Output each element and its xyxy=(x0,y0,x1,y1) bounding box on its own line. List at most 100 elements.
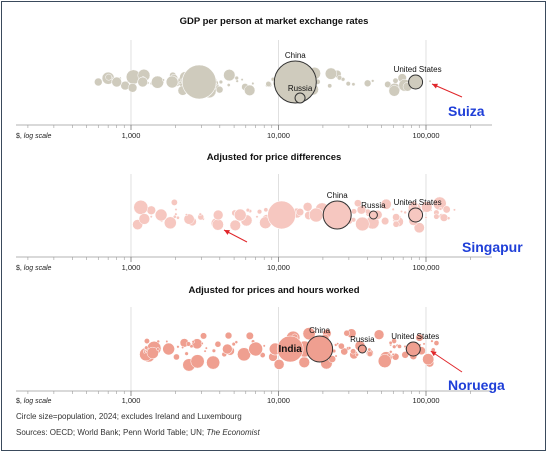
country-bubble xyxy=(355,352,359,357)
country-bubble xyxy=(430,339,434,343)
sources-italic: The Economist xyxy=(206,428,260,437)
country-bubble-large xyxy=(165,75,179,89)
country-bubble xyxy=(200,342,204,345)
country-bubble xyxy=(185,341,192,347)
label-russia-1: Russia xyxy=(288,84,313,93)
country-bubble xyxy=(138,213,150,225)
country-bubble-large xyxy=(93,77,103,87)
country-bubble xyxy=(240,78,244,82)
country-bubble xyxy=(433,340,440,346)
country-bubble xyxy=(198,212,202,216)
country-bubble xyxy=(170,199,178,206)
label-china-3: China xyxy=(309,326,330,335)
footnote-population: Circle size=population, 2024; excludes I… xyxy=(16,412,242,421)
annotation-arrow-1 xyxy=(431,83,463,98)
bubble-united-states-2 xyxy=(408,207,424,223)
annotation-arrow-3 xyxy=(430,350,463,373)
country-bubble xyxy=(302,327,316,341)
label-united-states-1: United States xyxy=(394,65,442,74)
country-bubble xyxy=(204,346,208,350)
panel-title-1: GDP per person at market exchange rates xyxy=(180,16,369,27)
country-bubble xyxy=(350,208,357,215)
tick-label-2-0: 1,000 xyxy=(122,263,141,272)
country-bubble xyxy=(231,342,236,347)
country-bubble-large xyxy=(154,208,168,222)
country-bubble xyxy=(446,216,451,220)
country-bubble xyxy=(133,199,149,215)
country-bubble xyxy=(224,331,233,340)
country-bubble-large xyxy=(111,76,123,88)
label-china-1: China xyxy=(285,51,306,60)
annotation-suiza: Suiza xyxy=(448,103,485,119)
bubble-russia-2 xyxy=(368,210,378,220)
country-bubble xyxy=(400,210,403,213)
bubble-china-3 xyxy=(306,335,334,363)
country-bubble-large xyxy=(267,200,296,230)
country-bubble xyxy=(347,346,352,350)
country-bubble xyxy=(413,222,425,234)
country-bubble xyxy=(174,208,178,211)
country-bubble xyxy=(206,355,221,370)
label-russia-3: Russia xyxy=(350,335,375,344)
country-bubble xyxy=(173,353,180,361)
annotation-singapur: Singapur xyxy=(462,239,523,255)
label-china-2: China xyxy=(327,191,348,200)
country-bubble-large xyxy=(248,341,263,357)
country-bubble xyxy=(105,73,112,81)
label-united-states-3: United States xyxy=(391,332,439,341)
country-bubble-large xyxy=(162,342,175,356)
country-bubble xyxy=(184,351,189,356)
country-bubble xyxy=(392,77,399,84)
country-bubble xyxy=(367,347,372,352)
country-bubble-large xyxy=(222,343,233,355)
country-bubble xyxy=(422,353,435,366)
country-bubble xyxy=(340,77,346,82)
tick-label-1-2: 100,000 xyxy=(412,131,439,140)
country-bubble xyxy=(442,205,451,214)
country-bubble xyxy=(256,209,263,215)
country-bubble xyxy=(338,342,345,350)
country-bubble xyxy=(223,69,236,82)
country-bubble xyxy=(298,356,310,368)
country-bubble xyxy=(215,85,224,94)
country-bubble xyxy=(229,219,241,231)
country-bubble-large xyxy=(137,76,148,88)
country-bubble xyxy=(181,345,185,349)
country-bubble xyxy=(214,340,222,348)
country-bubble xyxy=(439,213,449,222)
country-bubble xyxy=(185,213,188,217)
country-bubble xyxy=(424,216,428,219)
unit-label-3: $, log scale xyxy=(16,398,52,405)
country-bubble xyxy=(244,84,256,96)
country-bubble-large xyxy=(308,207,324,223)
country-bubble xyxy=(415,333,424,342)
country-bubble xyxy=(324,67,338,80)
bubble-united-states-3 xyxy=(405,341,421,357)
bubble-india-3 xyxy=(276,335,304,363)
country-bubble xyxy=(183,213,195,225)
country-bubble xyxy=(388,85,400,97)
country-bubble xyxy=(265,81,272,87)
country-bubble xyxy=(428,79,432,83)
country-bubble xyxy=(391,352,395,356)
country-bubble xyxy=(191,340,195,344)
country-bubble xyxy=(262,344,266,348)
country-bubble xyxy=(174,212,178,216)
tick-label-1-0: 1,000 xyxy=(122,131,141,140)
unit-label-2: $, log scale xyxy=(16,265,52,272)
country-bubble xyxy=(345,81,351,87)
country-bubble xyxy=(151,75,164,89)
tick-label-2-2: 100,000 xyxy=(412,263,439,272)
country-bubble-large xyxy=(181,64,217,100)
bubble-china-1 xyxy=(273,60,317,104)
country-bubble xyxy=(397,344,402,349)
bubble-russia-3 xyxy=(357,344,367,354)
country-bubble xyxy=(144,345,149,350)
country-bubble xyxy=(165,340,169,343)
country-bubble xyxy=(127,83,138,93)
country-bubble xyxy=(176,345,180,349)
country-bubble xyxy=(355,216,370,232)
country-bubble xyxy=(334,354,338,358)
